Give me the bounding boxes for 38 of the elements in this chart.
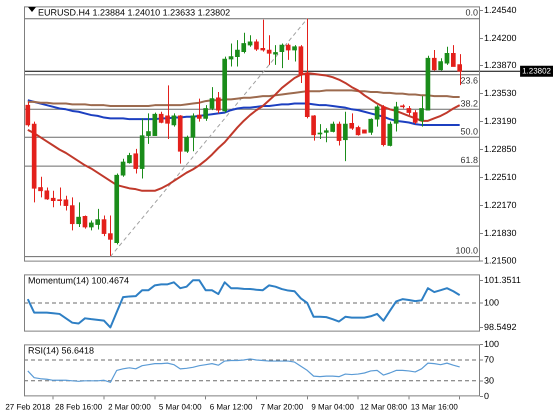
x-tick-label: 2 Mar 00:00 — [108, 402, 152, 412]
ref-line-label: 1.23802 — [522, 66, 552, 76]
x-tick-label: 7 Mar 20:00 — [260, 402, 304, 412]
annotation: 0.0 — [465, 8, 478, 18]
x-tick-label: 5 Mar 04:00 — [158, 402, 202, 412]
annotation: 100.0 — [455, 246, 478, 256]
y-tick-label: 30 — [484, 375, 494, 386]
annotation: 38.2 — [460, 98, 478, 108]
annotation: 50.0 — [460, 126, 478, 136]
annotation: 23.6 — [460, 76, 478, 86]
y-tick-label: 1.23190 — [484, 116, 517, 126]
y-tick-label: 100 — [484, 297, 500, 308]
chart-title: EURUSD.H4 1.23884 1.24010 1.23633 1.23802 — [38, 7, 230, 18]
chart-title: RSI(14) 56.6418 — [28, 345, 94, 356]
y-tick-label: 1.21500 — [484, 255, 517, 266]
y-tick-label: 1.21830 — [484, 228, 517, 238]
x-tick-label: 9 Mar 04:00 — [311, 402, 355, 412]
annotation: 61.8 — [460, 155, 478, 166]
y-tick-label: 100 — [484, 338, 500, 349]
y-tick-label: 1.24540 — [484, 5, 517, 15]
y-tick-label: 1.23530 — [484, 88, 517, 98]
x-tick-label: 12 Mar 08:00 — [360, 402, 408, 412]
y-tick-label: 98.5492 — [484, 322, 517, 332]
y-tick-label: 0 — [484, 390, 490, 401]
y-tick-label: 1.22850 — [484, 144, 517, 154]
y-tick-label: 1.24200 — [484, 32, 517, 43]
y-tick-label: 1.22510 — [484, 172, 517, 182]
chart-title: Momentum(14) 100.4674 — [28, 275, 130, 286]
x-tick-label: 6 Mar 12:00 — [210, 402, 253, 412]
candlestick — [273, 44, 278, 66]
candlestick — [318, 124, 322, 140]
x-tick-label: 27 Feb 2018 — [5, 402, 51, 412]
y-tick-label: 1.23870 — [484, 60, 517, 70]
y-tick-label: 1.22170 — [484, 200, 517, 210]
y-tick-label: 101.3511 — [484, 274, 521, 285]
y-tick-label: 70 — [484, 354, 494, 364]
x-tick-label: 13 Mar 16:00 — [410, 402, 458, 412]
x-tick-label: 28 Feb 16:00 — [55, 402, 103, 412]
